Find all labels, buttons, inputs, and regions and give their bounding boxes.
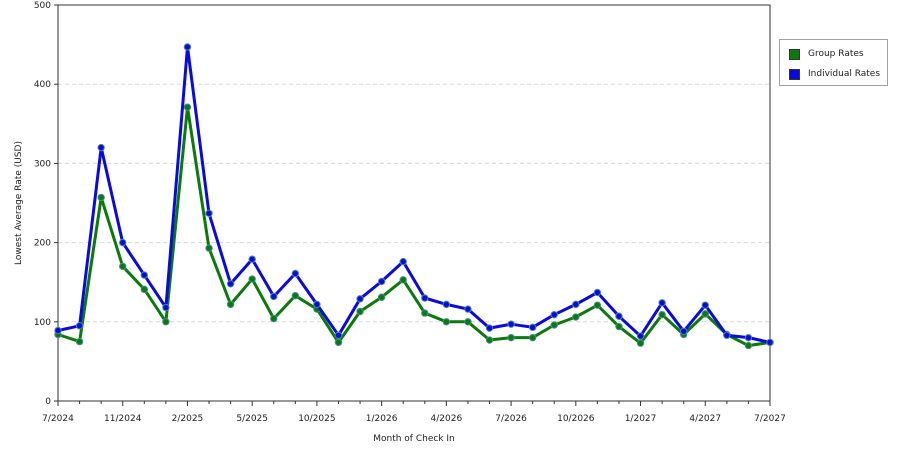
data-point-individual-rates <box>270 292 278 301</box>
data-point-individual-rates <box>507 320 515 328</box>
x-tick-label: 5/2025 <box>236 414 268 424</box>
y-axis-label: Lowest Average Rate (USD) <box>14 141 24 265</box>
x-tick-label: 11/2024 <box>104 414 142 424</box>
data-point-individual-rates <box>723 331 731 339</box>
x-tick-label: 7/2027 <box>754 414 786 424</box>
data-point-individual-rates <box>140 271 149 279</box>
series-line-group-rates <box>57 105 771 348</box>
plot-frame <box>57 4 771 402</box>
data-point-group-rates <box>140 285 149 294</box>
data-point-group-rates <box>226 300 235 309</box>
series-line-individual-rates <box>57 45 771 344</box>
data-point-group-rates <box>528 333 537 342</box>
data-point-group-rates <box>485 336 494 344</box>
data-point-individual-rates <box>205 209 213 217</box>
data-point-group-rates <box>636 339 645 347</box>
data-point-individual-rates <box>572 300 580 309</box>
x-tick-label: 4/2027 <box>689 414 721 424</box>
data-point-individual-rates <box>593 288 602 297</box>
gridlines <box>58 83 770 323</box>
y-tick-label: 0 <box>45 397 51 407</box>
y-tick-label: 200 <box>34 239 51 249</box>
series-lines <box>54 43 774 350</box>
data-point-individual-rates <box>334 331 343 339</box>
data-point-individual-rates <box>464 305 472 313</box>
data-point-individual-rates <box>615 312 623 320</box>
data-point-individual-rates <box>226 280 235 288</box>
data-point-individual-rates <box>356 295 364 303</box>
data-point-group-rates <box>377 293 386 301</box>
data-point-group-rates <box>442 318 451 326</box>
x-tick-label: 10/2025 <box>298 414 335 424</box>
data-point-individual-rates <box>162 303 170 312</box>
data-point-individual-rates <box>248 255 256 263</box>
data-point-individual-rates <box>442 300 451 309</box>
data-point-individual-rates <box>766 338 774 347</box>
data-point-individual-rates <box>313 300 321 309</box>
data-point-group-rates <box>205 244 213 252</box>
data-point-group-rates <box>334 338 343 347</box>
data-point-individual-rates <box>291 269 300 278</box>
data-point-individual-rates <box>658 299 666 307</box>
data-point-group-rates <box>615 322 623 331</box>
data-point-individual-rates <box>183 43 192 51</box>
x-axis-label: Month of Check In <box>373 434 455 444</box>
data-point-group-rates <box>248 275 256 283</box>
data-point-individual-rates <box>744 333 753 342</box>
data-point-group-rates <box>507 333 515 342</box>
legend-label-group: Group Rates <box>808 49 864 59</box>
x-tick-label: 2/2025 <box>172 414 204 424</box>
legend-item-individual-rates: Individual Rates <box>789 67 880 81</box>
data-point-group-rates <box>593 301 602 309</box>
x-tick-label: 1/2026 <box>366 414 398 424</box>
data-point-individual-rates <box>97 143 105 152</box>
y-tick-label: 100 <box>34 318 51 328</box>
data-point-group-rates <box>421 309 429 317</box>
tick-labels: 0 100 200 300 400 500 7/2024 11/2024 2/2025 5/202… <box>34 1 786 424</box>
y-tick-label: 400 <box>34 80 51 90</box>
data-point-individual-rates <box>399 257 407 266</box>
x-tick-label: 10/2026 <box>557 414 595 424</box>
legend: Group Rates Individual Rates <box>779 39 888 86</box>
data-point-individual-rates <box>75 322 84 330</box>
data-point-group-rates <box>119 262 127 271</box>
data-point-group-rates <box>572 313 580 321</box>
x-tick-label: 1/2027 <box>625 414 657 424</box>
data-point-group-rates <box>550 321 558 329</box>
legend-label-individual: Individual Rates <box>808 69 881 79</box>
data-point-group-rates <box>356 307 364 316</box>
data-point-group-rates <box>658 310 666 319</box>
data-point-individual-rates <box>679 327 688 336</box>
legend-swatch-group <box>789 48 800 60</box>
legend-item-group-rates: Group Rates <box>789 47 864 61</box>
data-point-individual-rates <box>528 323 537 332</box>
data-point-individual-rates <box>377 277 386 286</box>
data-point-group-rates <box>162 318 170 326</box>
x-tick-label: 4/2026 <box>431 414 463 424</box>
x-tick-label: 7/2026 <box>495 414 527 424</box>
data-point-group-rates <box>97 193 105 202</box>
data-point-individual-rates <box>701 301 709 309</box>
data-point-individual-rates <box>54 326 62 335</box>
data-point-group-rates <box>291 291 300 300</box>
data-point-group-rates <box>399 276 407 284</box>
data-point-individual-rates <box>550 310 558 319</box>
data-point-individual-rates <box>119 238 127 247</box>
data-point-individual-rates <box>636 332 645 340</box>
data-point-group-rates <box>744 341 753 350</box>
y-tick-label: 500 <box>34 1 51 11</box>
data-point-group-rates <box>701 310 709 318</box>
data-point-individual-rates <box>485 324 494 332</box>
data-point-group-rates <box>75 337 84 346</box>
data-point-group-rates <box>270 314 278 323</box>
data-point-group-rates <box>464 318 472 326</box>
legend-swatch-individual <box>789 68 800 80</box>
data-point-group-rates <box>183 103 192 111</box>
data-point-individual-rates <box>421 294 429 302</box>
y-tick-label: 300 <box>34 159 51 169</box>
axes <box>54 4 771 406</box>
x-tick-label: 7/2024 <box>42 414 74 424</box>
